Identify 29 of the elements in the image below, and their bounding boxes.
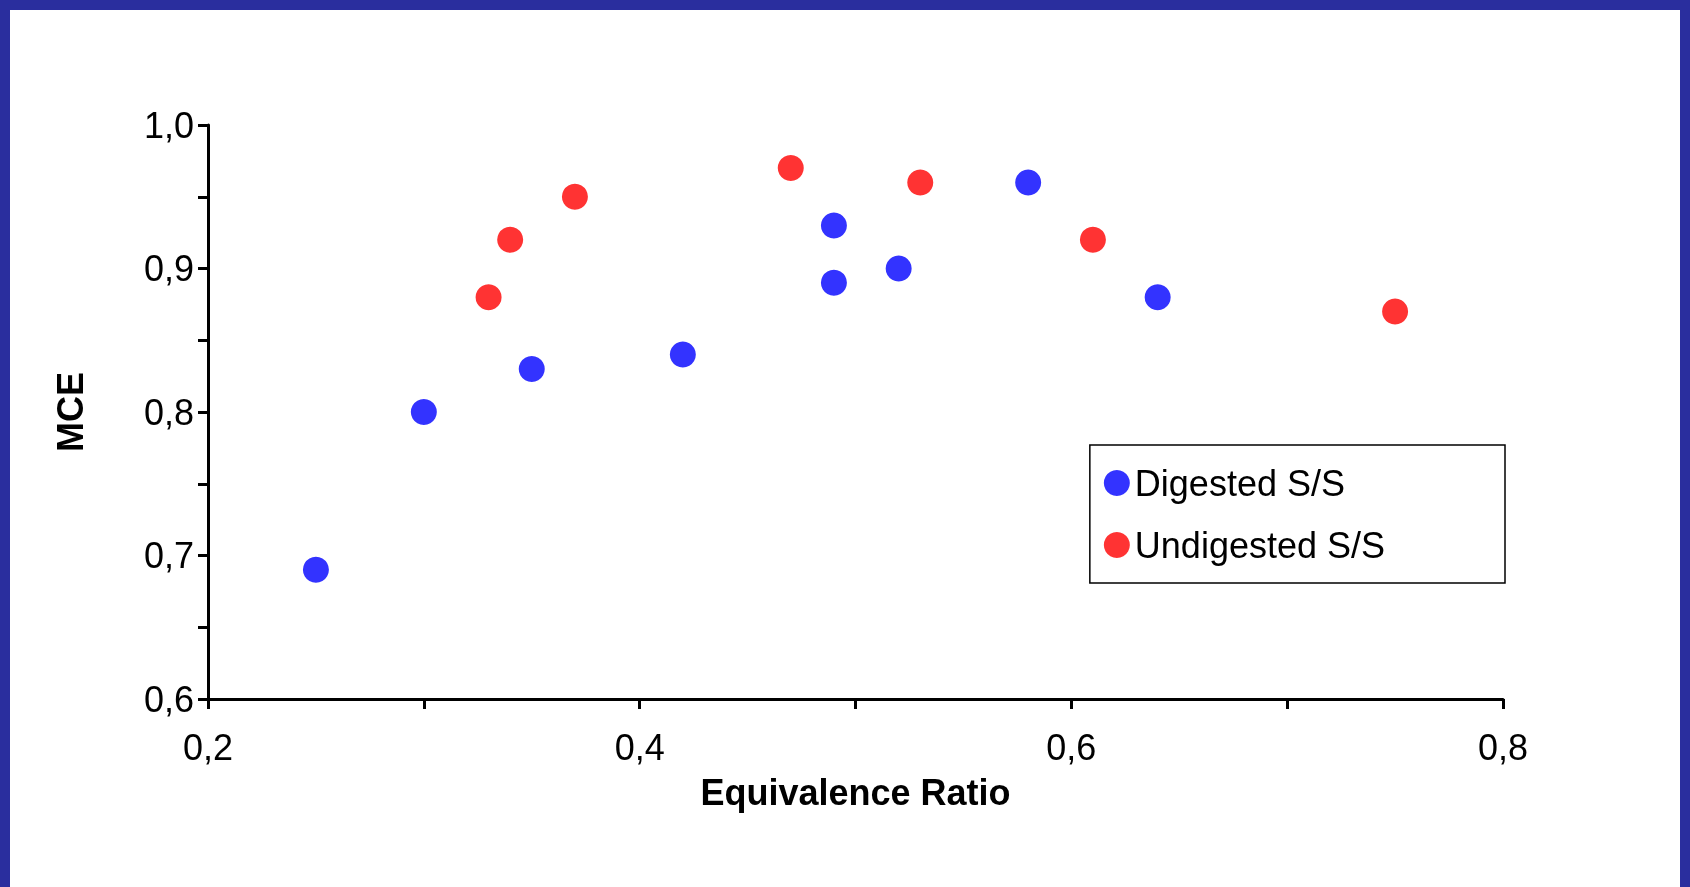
y-axis-title: MCE (49, 372, 91, 452)
point (885, 255, 912, 282)
point (1382, 298, 1409, 325)
y-tick-label: 0,8 (143, 391, 194, 433)
point (475, 284, 502, 311)
legend-label: Digested S/S (1134, 462, 1345, 504)
point (1079, 226, 1106, 253)
point (1144, 284, 1171, 311)
x-tick-label: 0,2 (182, 726, 234, 768)
point (1015, 169, 1042, 196)
point (518, 355, 545, 382)
x-tick-label: 0,8 (1477, 726, 1529, 768)
point (561, 183, 588, 210)
point (820, 269, 847, 296)
point (302, 556, 329, 583)
point (907, 169, 934, 196)
point (410, 399, 437, 425)
y-tick-label: 0,9 (143, 248, 194, 289)
point (669, 341, 696, 368)
x-tick-label: 0,6 (1046, 726, 1097, 768)
y-tick-label: 0,7 (143, 535, 194, 576)
y-tick-label: 1,0 (143, 104, 194, 146)
point (777, 155, 804, 182)
y-tick-label: 0,6 (143, 678, 194, 720)
point (820, 212, 847, 239)
point (497, 226, 524, 253)
x-axis-title: Equivalence Ratio (700, 771, 1011, 813)
legend-label: Undigested S/S (1134, 524, 1385, 566)
x-tick-label: 0,4 (614, 726, 665, 768)
